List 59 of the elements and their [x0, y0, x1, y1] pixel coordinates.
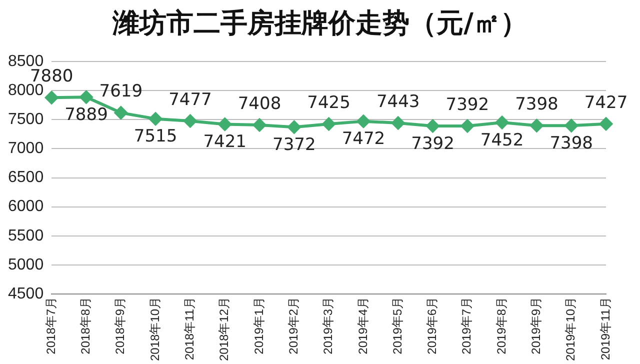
x-tick-label: 2018年9月 [113, 296, 128, 354]
x-tick-label: 2018年12月 [217, 296, 232, 362]
point [356, 114, 370, 128]
y-tick-label: 5500 [8, 227, 44, 244]
y-tick-label: 5000 [8, 256, 44, 274]
y-tick-label: 6500 [8, 169, 44, 186]
data-label: 7427 [584, 92, 628, 113]
point [218, 118, 232, 131]
data-label: 7392 [411, 134, 454, 154]
point [114, 106, 128, 120]
point [496, 116, 509, 129]
point [322, 118, 336, 131]
point [426, 119, 440, 132]
data-label: 7452 [480, 130, 524, 150]
chart-title: 潍坊市二手房挂牌价走势（元/㎡） [111, 7, 528, 41]
point [564, 119, 578, 132]
y-tick-label: 4500 [8, 285, 44, 302]
x-tick-label: 2019年11月 [598, 296, 612, 360]
y-tick-label: 7500 [8, 111, 44, 128]
data-label: 7889 [64, 105, 108, 126]
data-label: 7515 [134, 126, 178, 147]
data-label: 7372 [272, 135, 316, 156]
point [184, 114, 197, 128]
x-tick-label: 2019年9月 [529, 296, 544, 354]
x-tick-label: 2018年7月 [44, 296, 58, 354]
point [392, 116, 405, 130]
data-label: 7477 [168, 90, 212, 110]
x-tick-label: 2018年10月 [148, 296, 162, 362]
data-label: 7443 [376, 92, 420, 112]
x-tick-label: 2019年2月 [286, 296, 300, 354]
point [80, 90, 93, 104]
data-label: 7472 [342, 129, 386, 150]
data-label: 7421 [203, 132, 246, 152]
x-tick-label: 2019年6月 [425, 296, 440, 354]
point [149, 112, 162, 126]
point [252, 118, 266, 132]
data-label: 7408 [238, 94, 282, 114]
point [460, 119, 474, 132]
x-tick-label: 2019年7月 [460, 296, 474, 354]
y-tick-label: 7000 [8, 140, 44, 158]
data-label: 7392 [446, 94, 490, 115]
point [288, 120, 301, 134]
x-tick-label: 2018年8月 [78, 296, 93, 354]
y-tick-label: 8500 [8, 53, 44, 70]
data-label: 7398 [515, 94, 558, 115]
point [45, 91, 58, 104]
x-tick-label: 2019年5月 [390, 296, 404, 354]
x-tick-label: 2019年3月 [321, 296, 336, 354]
x-tick-label: 2019年10月 [564, 296, 578, 362]
point [600, 117, 612, 130]
x-tick-label: 2019年4月 [356, 296, 370, 354]
x-tick-label: 2019年8月 [494, 296, 508, 354]
x-tick-label: 2019年1月 [252, 296, 266, 354]
x-tick-label: 2018年11月 [182, 296, 197, 360]
data-label: 7398 [550, 134, 593, 154]
data-label: 7425 [307, 92, 350, 113]
data-label: 7619 [99, 82, 143, 102]
point [530, 119, 544, 132]
y-tick-label: 6000 [8, 198, 44, 216]
